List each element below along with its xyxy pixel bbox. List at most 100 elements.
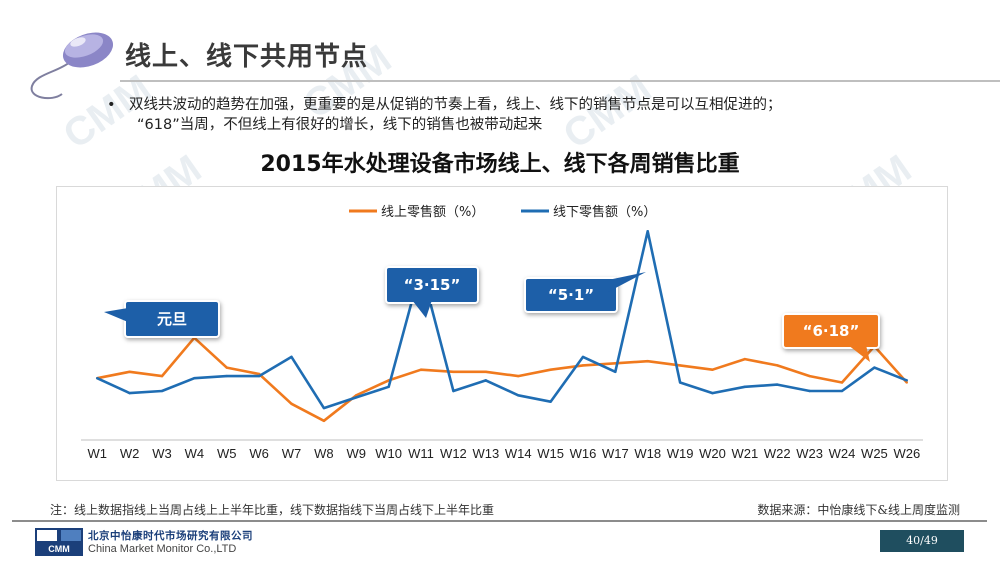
data-point <box>516 374 520 378</box>
callout-618: “6·18” <box>782 313 880 349</box>
bullet-line: “618”当周，不但线上有很好的增长，线下的销售也被带动起来 <box>137 117 543 133</box>
page-number: 40/49 <box>880 530 964 552</box>
data-point <box>581 364 585 367</box>
data-point <box>128 370 131 374</box>
company-name-cn: 北京中怡康时代市场研究有限公司 <box>88 530 253 542</box>
data-point <box>776 383 779 386</box>
legend-label: 线上零售额（%） <box>381 204 484 220</box>
bullet-text: • 双线共波动的趋势在加强，更重要的是从促销的节奏上看，线上、线下的销售节点是可… <box>107 95 967 135</box>
x-tick-label: W3 <box>152 446 172 461</box>
x-tick-label: W9 <box>347 446 367 461</box>
data-point <box>355 396 358 399</box>
data-point <box>452 389 455 393</box>
series-line-online <box>96 336 908 423</box>
data-point <box>322 406 326 410</box>
x-tick-label: W24 <box>829 446 856 461</box>
x-tick-label: W14 <box>505 446 532 461</box>
x-tick-label: W4 <box>185 446 205 461</box>
x-tick-label: W12 <box>440 446 467 461</box>
x-tick-label: W6 <box>249 446 269 461</box>
data-point <box>905 381 909 384</box>
legend-label: 线下零售额（%） <box>553 204 656 220</box>
data-point <box>387 385 390 388</box>
x-tick-label: W22 <box>764 446 791 461</box>
data-point <box>614 370 617 374</box>
line-chart: W1 W2 W3 W4 W5 W6 W7 W8 W9 W10 W11 W12 W13 W14 W15 W16 W… <box>81 204 923 461</box>
data-point <box>225 366 228 369</box>
x-tick-label: W10 <box>375 446 402 461</box>
company-name-en: China Market Monitor Co.,LTD <box>88 543 237 555</box>
data-point <box>840 381 844 384</box>
cmm-logo-icon: CMM <box>35 528 83 556</box>
x-tick-label: W23 <box>796 446 823 461</box>
bullet-dot: • <box>107 97 116 113</box>
x-tick-label: W17 <box>602 446 629 461</box>
x-tick-label: W7 <box>282 446 302 461</box>
mouse-logo-icon <box>30 32 114 100</box>
x-tick-label: W25 <box>861 446 888 461</box>
callout-51: “5·1” <box>524 277 618 313</box>
x-tick-label: W15 <box>537 446 564 461</box>
data-point <box>452 370 455 374</box>
x-tick-label: W8 <box>314 446 334 461</box>
x-tick-label: W11 <box>408 446 434 461</box>
data-point <box>193 377 196 380</box>
x-tick-label: W20 <box>699 446 726 461</box>
data-point <box>549 400 552 403</box>
data-point <box>257 374 261 378</box>
data-point <box>873 366 876 369</box>
data-point <box>225 374 228 378</box>
data-point <box>840 389 844 393</box>
data-point <box>581 355 585 359</box>
chart-title: 2015年水处理设备市场线上、线下各周销售比重 <box>260 152 740 177</box>
data-point <box>160 389 164 393</box>
bullet-line: 双线共波动的趋势在加强，更重要的是从促销的节奏上看，线上、线下的销售节点是可以互… <box>129 97 782 113</box>
x-tick-label: W21 <box>732 446 759 461</box>
callout-315: “3·15” <box>385 266 479 304</box>
pointer-315 <box>412 300 432 318</box>
footer-note: 注：线上数据指线上当周占线上上半年比重，线下数据指线下当周占线下上半年比重 <box>50 503 495 517</box>
data-point <box>484 370 488 374</box>
data-point <box>322 419 326 423</box>
data-point <box>549 368 552 371</box>
data-point <box>646 230 649 233</box>
x-tick-label: W5 <box>217 446 237 461</box>
data-point <box>905 379 909 382</box>
data-point <box>290 402 293 405</box>
data-point <box>160 374 164 378</box>
data-point <box>128 391 131 395</box>
x-tick-label: W18 <box>634 446 661 461</box>
pointer-51 <box>608 272 646 292</box>
data-point <box>419 368 423 371</box>
data-point <box>646 359 649 363</box>
data-point <box>678 381 682 384</box>
data-point <box>290 355 293 359</box>
data-point <box>95 377 99 380</box>
slide-title: 线上、线下共用节点 <box>125 42 369 72</box>
title-divider <box>120 80 1000 82</box>
data-point <box>743 385 747 388</box>
x-tick-label: W1 <box>87 446 107 461</box>
footer-divider <box>12 520 987 522</box>
data-point <box>678 364 682 367</box>
data-point <box>776 364 779 367</box>
callout-new-year: 元旦 <box>124 300 220 338</box>
x-tick-label: W19 <box>667 446 694 461</box>
data-point <box>516 394 520 397</box>
data-point <box>484 379 488 382</box>
x-tick-label: W2 <box>120 446 140 461</box>
data-point <box>808 374 811 378</box>
data-point <box>808 389 811 393</box>
pointer-618 <box>848 345 870 362</box>
data-point <box>711 391 714 395</box>
series-line-offline <box>96 229 908 410</box>
pointer-new-year <box>104 308 128 322</box>
x-tick-label: W26 <box>893 446 920 461</box>
data-point <box>743 357 747 361</box>
logo-text: CMM <box>48 544 70 554</box>
data-point <box>711 368 714 371</box>
data-source: 数据来源：中怡康线下&线上周度监测 <box>757 503 960 517</box>
x-tick-label: W16 <box>570 446 597 461</box>
x-tick-label: W13 <box>472 446 499 461</box>
